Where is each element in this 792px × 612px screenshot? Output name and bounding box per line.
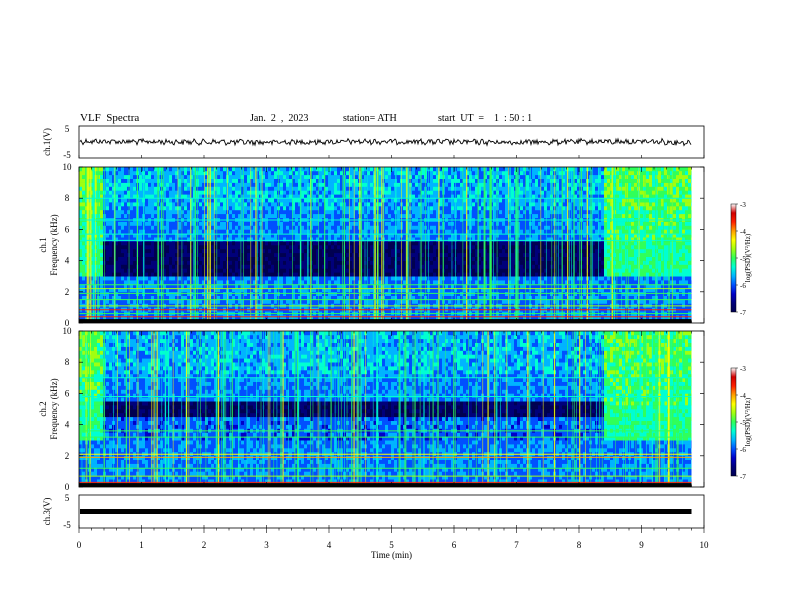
ch3-waveform-trace	[80, 509, 692, 514]
ch1-spectrogram-colorbar	[730, 203, 737, 313]
ch2-spectrogram-colorbar	[730, 367, 737, 477]
xaxis-tick-label: 6	[452, 540, 457, 550]
chart-title: VLF Spectra	[80, 112, 140, 124]
ch2-spectrogram-ylabel-channel: ch.2	[38, 401, 48, 416]
ch2-spectrogram-image	[79, 331, 692, 487]
xaxis-tick-label: 3	[264, 540, 269, 550]
ch1-spectrogram-ytick: 6	[65, 224, 70, 234]
ch1-spectrogram-colorbar-tick: -7	[740, 309, 746, 317]
ch2-spectrogram-colorbar-tick: -7	[740, 473, 746, 481]
date-label: Jan. 2 , 2023	[250, 113, 309, 124]
ch2-spectrogram-ytick: 4	[65, 420, 70, 430]
ch1-spectrogram-ytick: 10	[63, 162, 73, 172]
xaxis-tick-label: 2	[202, 540, 207, 550]
ch1-spectrogram-colorbar-label: log(PSD)(V²/Hz)	[744, 233, 752, 282]
xaxis-tick-label: 5	[389, 540, 394, 550]
ch2-spectrogram-colorbar-tick: -3	[740, 365, 746, 373]
ch2-spectrogram-colorbar-label: log(PSD)(V²/Hz)	[744, 397, 752, 446]
ch2-spectrogram-colorbar-tick: -6	[740, 446, 746, 454]
ch1-spectrogram-image	[79, 167, 692, 323]
ch2-spectrogram-colorbar-tick: -4	[740, 392, 746, 400]
xaxis-tick-label: 4	[327, 540, 332, 550]
xaxis-tick-label: 9	[639, 540, 644, 550]
ch1-spectrogram-ytick: 4	[65, 256, 70, 266]
ch1-spectrogram-ytick: 0	[65, 318, 70, 328]
ch1-spectrogram-ylabel: Frequency (kHz)	[49, 214, 59, 275]
xaxis-label: Time (min)	[371, 550, 412, 560]
ch3-waveform-ytick: -5	[63, 520, 71, 530]
ch2-spectrogram-ytick: 2	[65, 451, 70, 461]
ch1-waveform-ytick: 5	[65, 124, 70, 134]
station-label: station= ATH	[343, 113, 397, 124]
ch2-spectrogram-ytick: 10	[63, 326, 73, 336]
ch3-waveform-ylabel: ch.3(V)	[42, 498, 52, 526]
start-time-label: start UT = 1 : 50 : 1	[438, 113, 533, 124]
xaxis-tick-label: 0	[77, 540, 82, 550]
ch2-spectrogram-colorbar-tick: -5	[740, 419, 746, 427]
ch2-spectrogram-ylabel: Frequency (kHz)	[49, 378, 59, 439]
ch1-spectrogram-ytick: 2	[65, 287, 70, 297]
ch1-spectrogram-colorbar-tick: -3	[740, 201, 746, 209]
ch3-waveform-ytick: 5	[65, 493, 70, 503]
ch1-spectrogram-ylabel-channel: ch.1	[38, 237, 48, 252]
ch2-spectrogram-ytick: 0	[65, 482, 70, 492]
xaxis-tick-label: 7	[514, 540, 519, 550]
ch1-spectrogram-colorbar-tick: -6	[740, 282, 746, 290]
ch1-waveform-ytick: -5	[63, 150, 71, 160]
ch2-spectrogram-ytick: 8	[65, 357, 70, 367]
ch1-waveform-trace	[79, 137, 692, 147]
ch2-spectrogram-ytick: 6	[65, 388, 70, 398]
ch1-spectrogram-ytick: 8	[65, 193, 70, 203]
xaxis-tick-label: 8	[577, 540, 582, 550]
ch1-spectrogram-colorbar-tick: -5	[740, 255, 746, 263]
xaxis-tick-label: 1	[139, 540, 144, 550]
ch1-spectrogram-colorbar-tick: -4	[740, 228, 746, 236]
xaxis-tick-label: 10	[700, 540, 710, 550]
ch1-waveform-ylabel: ch.1(V)	[42, 128, 52, 156]
